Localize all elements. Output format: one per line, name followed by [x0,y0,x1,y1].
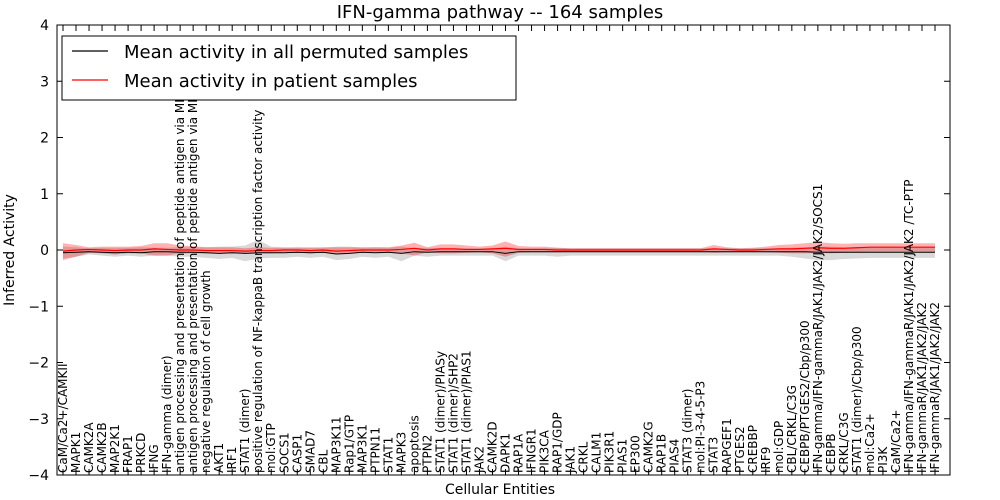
x-category-label: MAPK3 [394,432,408,473]
x-category-label: IFN-gamma/IFN-gammaR/JAK1/JAK2/JAK2 /TC-… [902,179,916,473]
x-category-label: PIK3CA [538,429,552,473]
x-axis-label: Cellular Entities [445,482,555,498]
x-category-label: mol:GDP [772,421,786,473]
x-category-label: antigen processing and presentation of p… [173,44,187,473]
plot-frame [56,24,951,476]
x-category-label: CBL [316,449,330,473]
x-category-label: IFNG [147,444,161,473]
series-line-patient [62,246,935,252]
x-category-label: STAT1 (dimer)/Cbp/p300 [850,326,864,473]
x-category-label: CREBBP [746,425,760,473]
x-axis-category-labels: CaM/Ca2+/CAMKII MAPK1 CAMK2A CAMK2B MAP2K1 FR… [56,25,942,475]
x-category-label: SMAD7 [303,430,317,473]
x-category-label: STAT1 (dimer) [238,389,252,473]
x-category-label: PIAS4 [668,439,682,473]
y-tick-label: 0 [40,243,49,259]
x-category-label: IFN-gamma/IFN-gammaR/JAK1/JAK2/JAK2/SOCS… [811,184,825,473]
x-category-label: IFN-gammaR/JAK1/JAK2/JAK2 [928,302,942,473]
x-category-label: CBL/CRKL/C3G [785,385,799,473]
x-category-label: PTPN2 [420,435,434,473]
x-category-label: Rap1/GTP [342,415,356,473]
x-category-label: IRF9 [759,447,773,473]
legend-label-permuted: Mean activity in all permuted samples [124,42,468,63]
x-category-label: CEBPB/PTGES2/Cbp/p300 [798,320,812,473]
x-category-label: IRF1 [225,447,239,473]
x-category-label: STAT1 (dimer)/PIASy [433,351,447,473]
y-tick-label: 3 [40,74,49,90]
x-category-label: antigen processing and presentation of p… [186,41,200,473]
x-category-label: MAP3K11 [329,416,343,473]
x-category-label: PTPN11 [368,427,382,473]
x-category-label: CaM/Ca2+/CAMKII [56,364,70,473]
x-category-label: AKT1 [212,443,226,473]
x-category-label: CAMK2G [642,421,656,473]
x-category-label: mol:GTP [264,423,278,473]
x-category-label: mol:Ca2+ [863,413,877,473]
x-category-label: IFN-gamma (dimer) [160,355,174,473]
x-category-label: STAT3 [707,437,721,473]
x-category-label: DAPK1 [499,433,513,473]
x-category-label: EP300 [629,435,643,473]
y-axis: 4 3 2 1 0 −1 −2 −3 −4 [28,18,950,484]
x-category-label: STAT1 [381,437,395,473]
legend-box [61,35,517,101]
plot-area [62,239,935,262]
x-category-label: FRAP1 [121,435,135,473]
x-category-label: CRKL/C3G [837,412,851,473]
y-tick-label: −3 [28,412,49,428]
y-tick-label: 1 [40,187,49,203]
x-category-label: PIAS1 [616,439,630,473]
x-category-label: PIK3R1 [603,431,617,473]
x-category-label: negative regulation of cell growth [199,270,213,473]
x-category-label: CASP1 [290,434,304,473]
x-category-label: apoptosis [407,415,421,473]
x-category-label: MAPK1 [69,432,83,473]
x-category-label: RAPGEF1 [720,418,734,473]
series-line-permuted [62,251,935,255]
x-category-label: CALM1 [590,432,604,473]
band-permuted [63,239,935,262]
x-category-label: CAMK2B [95,422,109,473]
x-category-label: JAK2 [472,446,486,474]
x-category-label: CAMK2D [485,421,499,473]
legend-label-patient: Mean activity in patient samples [124,71,418,92]
x-category-label: CaM/Ca2+ [889,409,903,473]
x-category-label: STAT3 (dimer) [681,389,695,473]
x-category-label: STAT1 (dimer)/PIAS1 [459,350,473,473]
x-category-label: RAP1/GDP [551,412,565,473]
x-category-label: CRKL [577,441,591,473]
x-category-label: PTGES2 [733,426,747,473]
y-tick-label: −2 [28,356,49,372]
x-category-label: SOCS1 [277,432,291,473]
x-category-label: MAP2K1 [108,424,122,473]
x-category-label: CAMK2A [82,422,96,473]
y-tick-label: −4 [28,468,49,484]
x-category-label: mol:PI-3-4-5-P3 [694,381,708,473]
chart-title: IFN-gamma pathway -- 164 samples [337,2,664,23]
legend: Mean activity in all permuted samples Me… [61,35,517,101]
x-category-label: RAP1A [512,433,526,473]
x-category-label: CEBPB [824,433,838,473]
y-tick-label: −1 [28,299,49,315]
y-tick-label: 4 [40,18,49,34]
x-category-label: positive regulation of NF-kappaB transcr… [251,110,265,473]
band-patient [63,241,935,261]
x-category-label: MAP3K1 [355,424,369,473]
x-category-label: IFN-gammaR/JAK1/JAK2/JAK2 [915,302,929,473]
y-axis-label: Inferred Activity [2,194,18,306]
y-tick-label: 2 [40,131,49,147]
x-category-label: RAP1B [655,434,669,473]
x-category-label: PI3K [876,446,890,473]
x-category-label: JAK1 [564,446,578,474]
x-category-label: STAT1 (dimer)/SHP2 [446,353,460,473]
x-category-label: PRKCD [134,433,148,473]
x-category-label: IFNGR1 [525,428,539,473]
